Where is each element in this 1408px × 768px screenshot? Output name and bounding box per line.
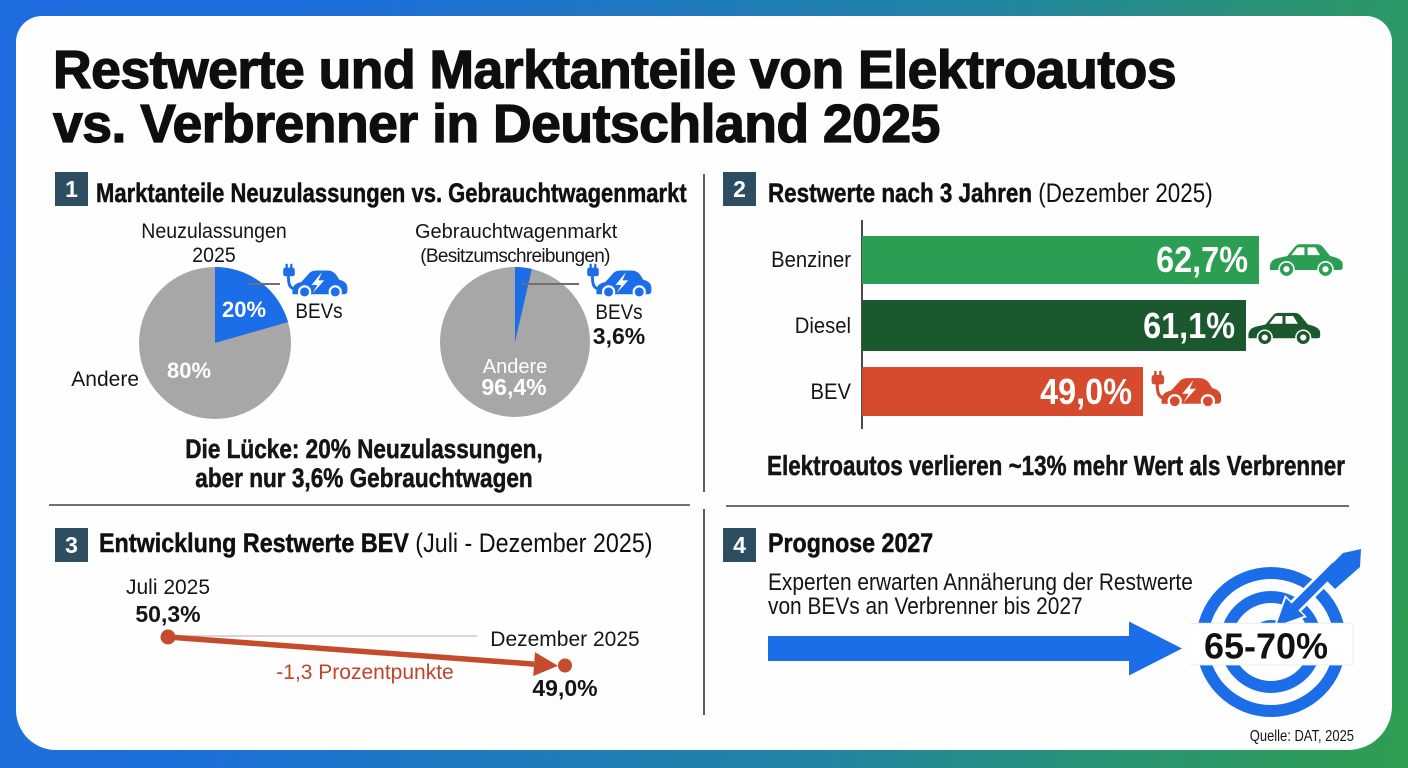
- svg-text:65-70%: 65-70%: [1204, 625, 1328, 666]
